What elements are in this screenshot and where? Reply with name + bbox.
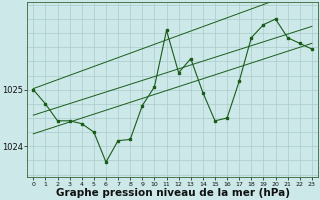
X-axis label: Graphe pression niveau de la mer (hPa): Graphe pression niveau de la mer (hPa) xyxy=(56,188,290,198)
